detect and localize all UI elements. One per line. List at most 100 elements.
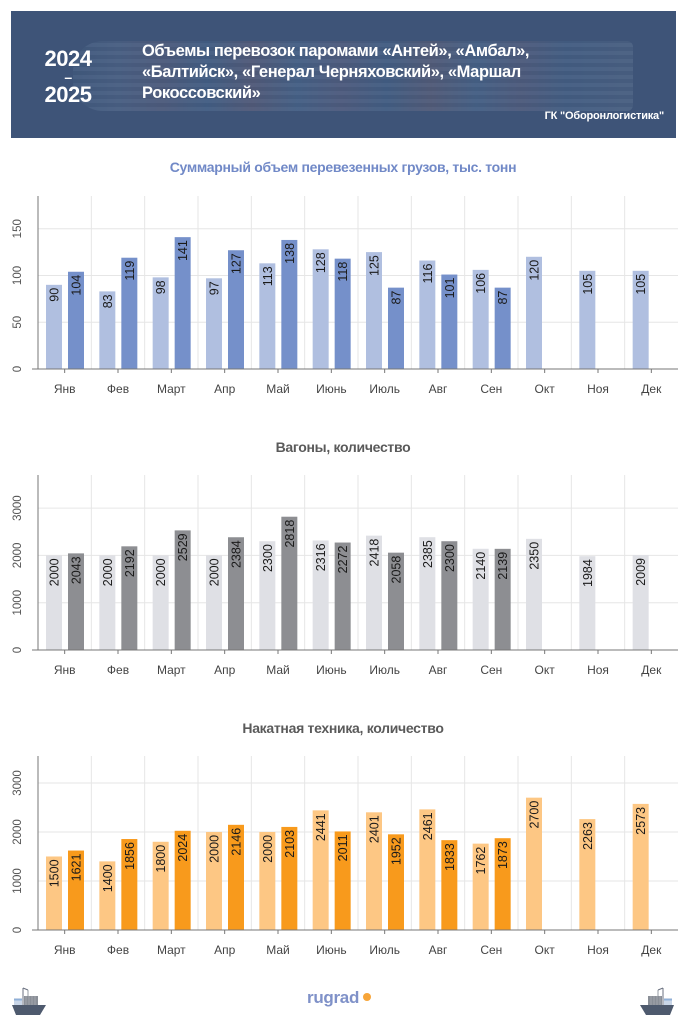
y-tick-label: 2000 — [12, 819, 24, 845]
x-tick-label: Фев — [107, 382, 129, 396]
bar-2024-Фев — [99, 555, 116, 650]
header-banner: 2024 – 2025 Объемы перевозок паромами «А… — [11, 11, 676, 138]
bar-2024-Дек — [632, 270, 649, 369]
bar-value-label: 113 — [261, 266, 275, 286]
x-tick-label: Май — [266, 943, 290, 957]
chart-title-cargo: Суммарный объем перевезенных грузов, тыс… — [169, 159, 517, 175]
bar-2025-Янв — [68, 553, 84, 650]
bar-2024-Окт — [526, 797, 542, 930]
bar-value-label: 2263 — [581, 822, 595, 850]
bar-value-label: 2000 — [261, 835, 275, 863]
bar-value-label: 2300 — [261, 544, 275, 572]
x-tick-label: Май — [266, 663, 290, 677]
chart-title-wagons: Вагоны, количество — [275, 439, 411, 455]
x-tick-label: Июнь — [316, 663, 347, 677]
bar-2024-Окт — [526, 256, 542, 369]
y-tick-label: 0 — [12, 366, 24, 372]
bar-value-label: 128 — [314, 252, 328, 273]
x-tick-label: Окт — [535, 663, 556, 677]
bar-2024-Сен — [472, 548, 489, 650]
year-end: 2025 — [44, 82, 92, 107]
bar-value-label: 2024 — [176, 834, 190, 862]
bar-2024-Март — [152, 555, 169, 650]
bar-value-label: 2011 — [336, 834, 350, 861]
bar-value-label: 101 — [443, 278, 457, 299]
bar-value-label: 2401 — [368, 815, 382, 843]
x-tick-label: Март — [157, 382, 186, 396]
bar-2025-Июнь — [334, 542, 351, 650]
bar-value-label: 141 — [176, 240, 190, 261]
bar-2024-Сен — [472, 269, 489, 369]
bar-value-label: 2818 — [283, 520, 297, 548]
bar-2024-Май — [259, 831, 276, 930]
x-tick-label: Окт — [535, 382, 556, 396]
x-tick-label: Дек — [641, 382, 662, 396]
y-tick-label: 150 — [12, 219, 24, 238]
bar-2024-Фев — [99, 291, 116, 369]
page-title: Объемы перевозок паромами «Антей», «Амба… — [142, 42, 530, 102]
bar-value-label: 2700 — [528, 801, 542, 829]
bar-value-label: 2272 — [336, 545, 350, 573]
bar-2025-Март — [174, 530, 191, 650]
x-tick-label: Апр — [214, 943, 236, 957]
x-tick-label: Янв — [54, 663, 76, 677]
bar-2024-Ноя — [579, 556, 596, 650]
bar-value-label: 2103 — [283, 830, 297, 858]
bar-value-label: 2000 — [101, 558, 115, 586]
header-ship-photo — [73, 41, 633, 111]
bar-value-label: 125 — [368, 255, 382, 276]
bar-2025-Апр — [228, 537, 244, 650]
bar-2024-Авг — [419, 809, 436, 930]
bar-value-label: 2009 — [634, 558, 648, 586]
bar-value-label: 2350 — [528, 542, 542, 570]
bar-2025-Июль — [388, 287, 404, 369]
bar-2025-Сен — [494, 287, 511, 369]
bar-value-label: 1833 — [443, 843, 457, 871]
bar-value-label: 90 — [48, 288, 62, 302]
bar-value-label: 97 — [208, 281, 222, 295]
x-tick-label: Янв — [54, 943, 76, 957]
bar-2024-Июнь — [312, 249, 329, 369]
y-tick-label: 100 — [12, 266, 24, 285]
bar-value-label: 2192 — [123, 549, 137, 577]
bar-value-label: 2529 — [176, 533, 190, 561]
x-tick-label: Ноя — [587, 382, 609, 396]
bar-value-label: 83 — [101, 294, 115, 308]
x-tick-label: Авг — [429, 663, 448, 677]
bar-2025-Март — [174, 237, 191, 369]
bar-2024-Авг — [419, 537, 436, 650]
bar-2024-Янв — [46, 856, 62, 930]
bar-2024-Янв — [46, 284, 62, 369]
bar-2025-Июль — [388, 834, 404, 930]
x-tick-label: Сен — [480, 382, 502, 396]
bar-2025-Июнь — [334, 831, 351, 930]
bar-value-label: 1621 — [70, 854, 84, 882]
rugrad-logo: rugrad — [307, 988, 372, 1008]
bar-2025-Май — [281, 826, 298, 930]
x-tick-label: Окт — [535, 943, 556, 957]
bar-2025-Фев — [121, 839, 138, 930]
bar-value-label: 1952 — [390, 837, 404, 865]
bar-2024-Март — [152, 841, 169, 930]
bar-2025-Сен — [494, 548, 511, 650]
bar-value-label: 2146 — [230, 828, 244, 856]
x-tick-label: Фев — [107, 663, 129, 677]
bar-value-label: 1762 — [474, 847, 488, 875]
y-tick-label: 1000 — [12, 868, 24, 894]
bar-2024-Янв — [46, 555, 62, 650]
x-tick-label: Июль — [369, 663, 400, 677]
bar-2024-Окт — [526, 538, 542, 650]
bar-value-label: 1984 — [581, 559, 595, 587]
bar-value-label: 120 — [528, 260, 542, 281]
bar-2025-Фев — [121, 546, 138, 650]
years-range: 2024 – 2025 — [33, 47, 103, 107]
x-tick-label: Авг — [429, 382, 448, 396]
bar-value-label: 2316 — [314, 543, 328, 571]
bar-2025-Май — [281, 239, 298, 369]
year-dash: – — [64, 69, 72, 85]
y-tick-label: 2000 — [12, 543, 24, 569]
bar-value-label: 2300 — [443, 544, 457, 572]
bar-2025-Янв — [68, 271, 84, 369]
bar-2024-Сен — [472, 843, 489, 930]
